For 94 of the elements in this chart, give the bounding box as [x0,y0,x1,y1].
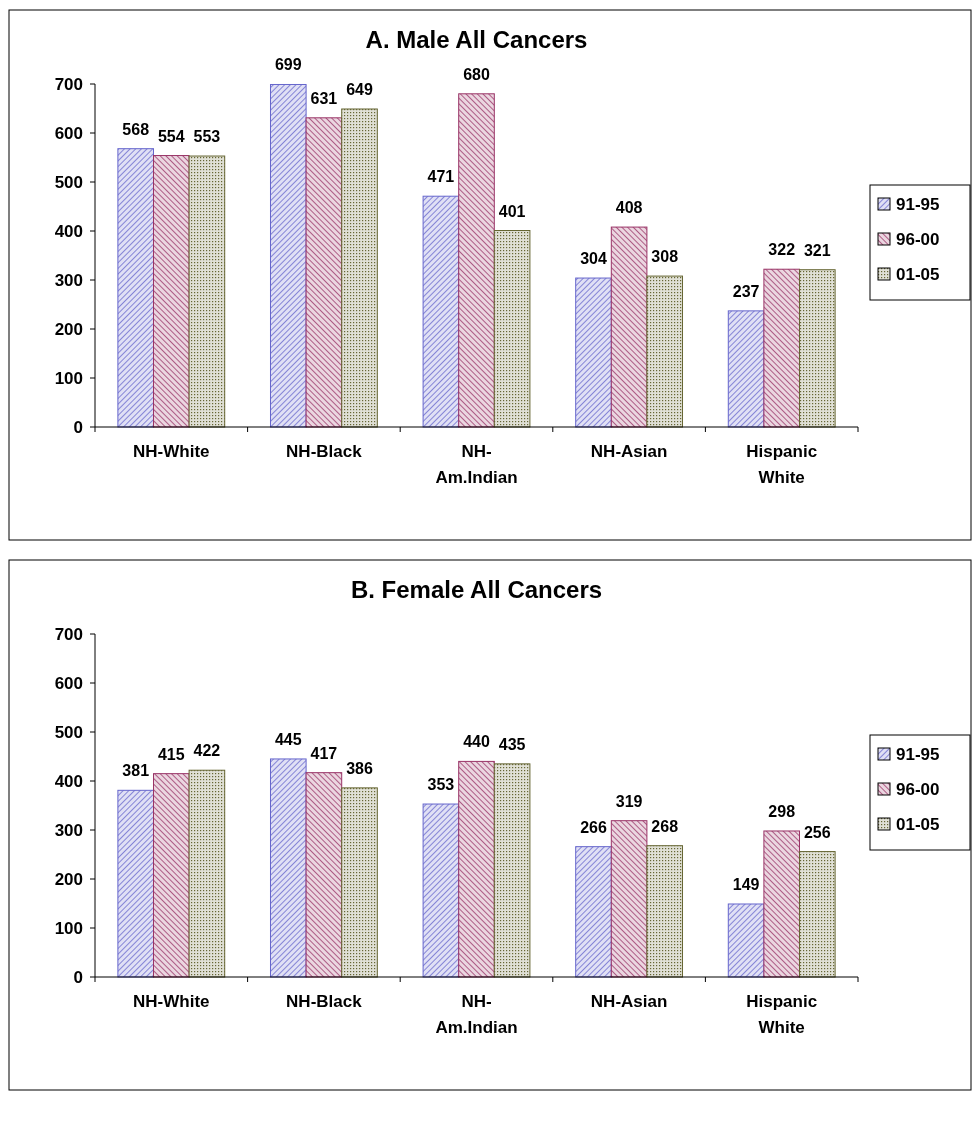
x-tick-label: NH-Am.Indian [435,442,518,487]
data-label: 322 [768,241,796,259]
y-tick-label: 100 [54,918,83,938]
data-label: 445 [274,730,302,748]
bar [422,195,460,428]
x-tick-label: NH-Am.Indian [435,992,518,1037]
data-label: 268 [651,817,679,835]
data-label: 319 [615,792,643,810]
bar [763,268,800,428]
data-label: 471 [427,168,455,186]
x-tick-label: Hispanic White [746,442,818,487]
data-label: 266 [580,818,607,836]
data-label: 680 [463,65,490,83]
bar [188,155,226,428]
y-tick-label: 300 [54,820,83,840]
bar [117,789,154,978]
data-label: 149 [732,875,760,893]
data-label: 568 [122,120,150,138]
data-label: 649 [346,80,373,98]
y-tick-label: 600 [54,673,83,693]
bar [646,845,684,978]
x-tick-label: NH-White [133,442,210,461]
y-tick-label: 200 [54,869,83,889]
data-label: 553 [193,128,221,146]
bar [799,269,836,428]
bar [269,83,307,428]
bar [458,760,495,978]
x-tick-label: Hispanic White [746,992,818,1037]
chart-title: A. Male All Cancers [365,26,588,53]
data-label: 237 [732,282,760,300]
data-label: 699 [274,56,302,74]
bar [153,773,190,978]
chart-title: B. Female All Cancers [350,576,603,603]
y-tick-label: 700 [54,624,83,644]
legend-label: 91-95 [896,744,940,764]
bar [188,769,226,978]
legend-label: 96-00 [896,779,940,799]
x-tick-label: NH-Asian [590,442,668,461]
data-label: 308 [651,248,679,266]
y-tick-label: 500 [54,172,83,192]
bar [727,903,765,978]
bar [458,93,495,428]
data-label: 386 [346,759,373,777]
bar [575,277,612,428]
y-tick-label: 500 [54,722,83,742]
x-tick-label: NH-Black [286,442,363,461]
y-tick-label: 400 [54,221,83,241]
x-tick-label: NH-White [133,992,210,1011]
data-label: 435 [498,735,526,753]
bar [493,763,531,978]
legend-label: 91-95 [896,194,940,214]
bar [305,772,343,978]
bar [646,275,684,428]
data-label: 440 [463,733,490,751]
bar [493,230,531,428]
data-label: 401 [498,202,526,220]
data-label: 408 [615,199,643,217]
y-tick-label: 0 [73,967,83,987]
legend-label: 96-00 [896,229,940,249]
data-label: 415 [157,745,185,763]
y-tick-label: 300 [54,270,83,290]
data-label: 298 [768,802,796,820]
bar [153,155,190,428]
data-label: 256 [803,823,831,841]
data-label: 304 [580,250,607,268]
bar [799,851,836,978]
data-label: 381 [122,762,150,780]
bar [610,226,648,428]
data-label: 353 [427,776,455,794]
legend-label: 01-05 [896,264,940,284]
data-label: 417 [310,744,338,762]
y-tick-label: 600 [54,123,83,143]
bar [269,758,307,978]
y-tick-label: 100 [54,368,83,388]
x-tick-label: NH-Asian [590,992,668,1011]
data-label: 422 [193,742,221,760]
bar [763,830,800,978]
bar [422,803,460,978]
bar [341,787,378,978]
data-label: 554 [157,127,185,145]
data-label: 321 [803,241,831,259]
bar [117,148,154,428]
bar [305,117,343,428]
bar [341,108,378,428]
y-tick-label: 0 [73,417,83,437]
legend-label: 01-05 [896,814,940,834]
x-tick-label: NH-Black [286,992,363,1011]
bar [575,846,612,978]
y-tick-label: 200 [54,319,83,339]
y-tick-label: 700 [54,74,83,94]
y-tick-label: 400 [54,771,83,791]
bar [727,310,765,428]
data-label: 631 [310,89,338,107]
bar [610,820,648,978]
